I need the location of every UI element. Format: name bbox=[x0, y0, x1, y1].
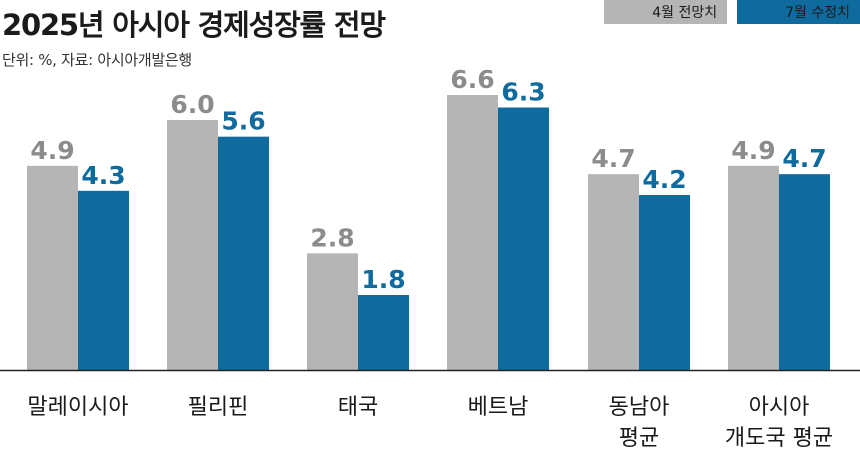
value-label-malaysia-april: 4.9 bbox=[30, 136, 74, 165]
bar-malaysia-april bbox=[27, 165, 78, 370]
value-label-developing-asia-avg-april: 4.9 bbox=[731, 136, 775, 165]
legend-label-april: 4월 전망치 bbox=[604, 0, 728, 24]
category-label-thailand: 태국 bbox=[338, 395, 378, 420]
bar-southeast-asia-avg-july bbox=[639, 195, 690, 370]
category-label-vietnam: 베트남 bbox=[468, 395, 529, 420]
value-label-vietnam-april: 6.6 bbox=[450, 65, 494, 94]
bar-vietnam-july bbox=[498, 107, 549, 370]
value-label-thailand-july: 1.8 bbox=[361, 265, 405, 294]
legend-label-july: 7월 수정치 bbox=[737, 0, 860, 24]
bar-philippines-july bbox=[218, 136, 269, 370]
value-label-philippines-july: 5.6 bbox=[221, 107, 265, 136]
category-label-southeast-asia-avg: 동남아 평균 bbox=[609, 395, 670, 451]
bar-vietnam-april bbox=[447, 95, 498, 370]
bar-thailand-july bbox=[358, 295, 409, 370]
chart-subtitle: 단위: %, 자료: 아시아개발은행 bbox=[2, 51, 192, 69]
value-label-southeast-asia-avg-july: 4.2 bbox=[642, 165, 686, 194]
bar-malaysia-july bbox=[78, 190, 129, 370]
bar-developing-asia-avg-july bbox=[779, 174, 830, 370]
category-label-malaysia: 말레이시아 bbox=[27, 395, 128, 420]
value-label-thailand-april: 2.8 bbox=[310, 223, 354, 252]
value-label-southeast-asia-avg-april: 4.7 bbox=[591, 144, 635, 173]
legend-item-april: 4월 전망치 bbox=[604, 0, 728, 24]
legend-item-july: 7월 수정치 bbox=[737, 0, 860, 24]
bar-philippines-april bbox=[167, 120, 218, 370]
category-label-philippines: 필리핀 bbox=[188, 395, 249, 420]
bar-southeast-asia-avg-april bbox=[588, 174, 639, 370]
value-label-vietnam-july: 6.3 bbox=[501, 78, 545, 107]
value-label-malaysia-july: 4.3 bbox=[81, 161, 125, 190]
chart-title: 2025년 아시아 경제성장률 전망 bbox=[2, 8, 386, 42]
bar-thailand-april bbox=[307, 253, 358, 370]
value-label-philippines-april: 6.0 bbox=[170, 90, 214, 119]
legend: 4월 전망치 7월 수정치 bbox=[604, 0, 860, 24]
bar-developing-asia-avg-april bbox=[728, 165, 779, 370]
category-label-developing-asia-avg: 아시아 개도국 평균 bbox=[725, 395, 833, 451]
value-label-developing-asia-avg-july: 4.7 bbox=[782, 144, 826, 173]
